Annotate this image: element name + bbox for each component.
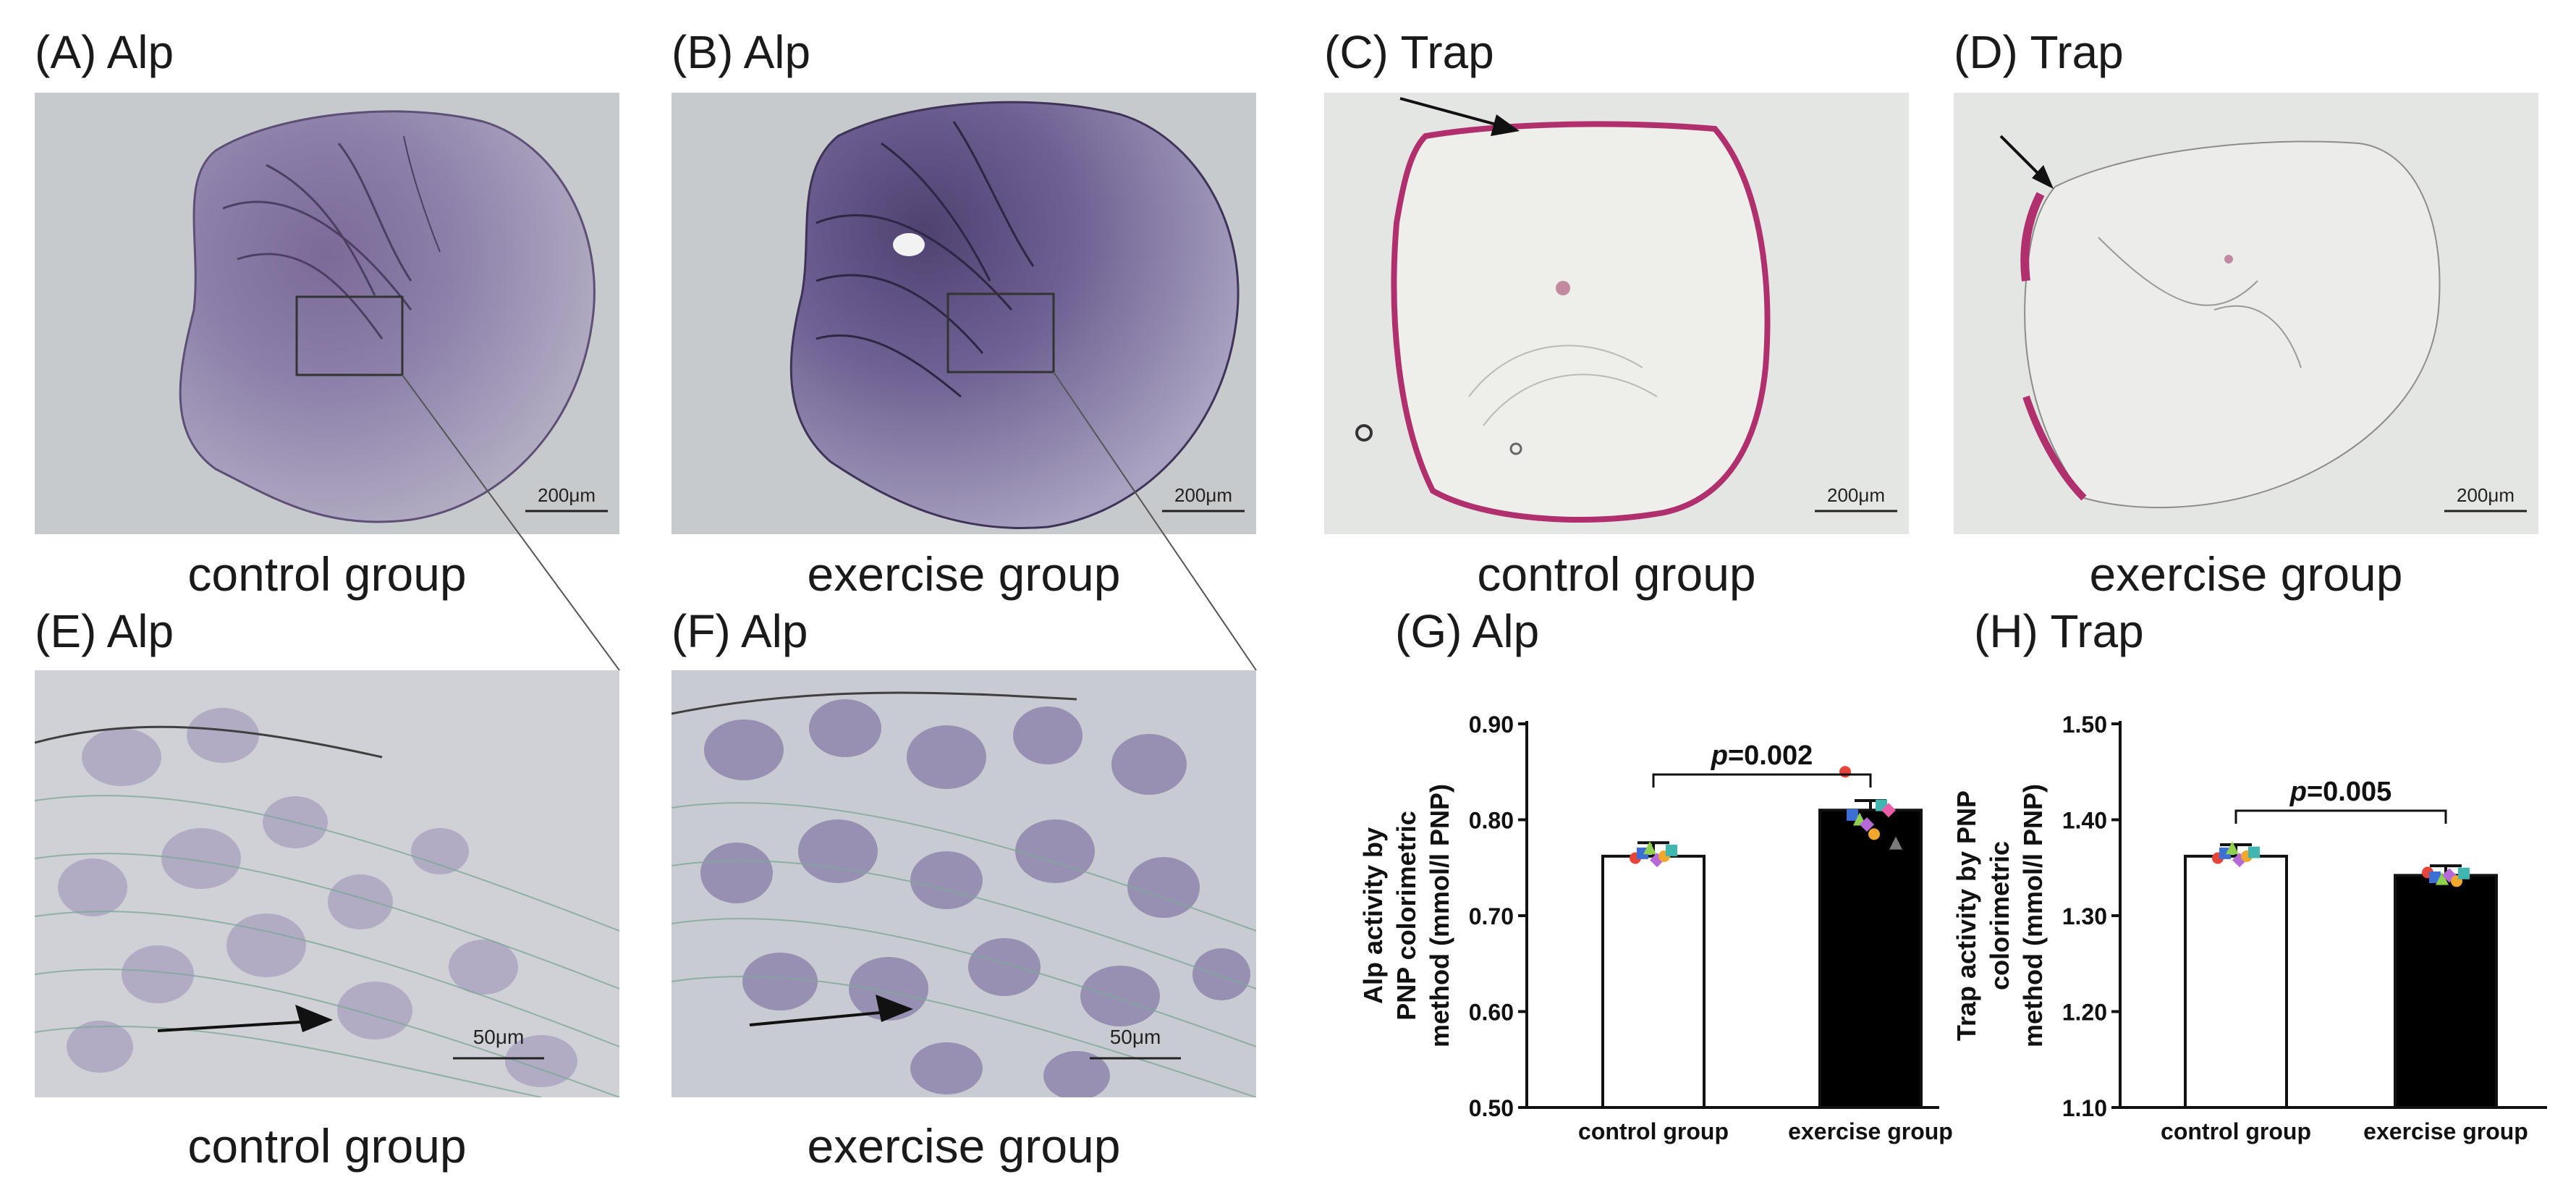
caption-c: control group — [1477, 547, 1756, 601]
data-point — [1881, 803, 1896, 818]
caption-e: control group — [187, 1119, 467, 1173]
data-point — [2429, 872, 2441, 883]
scalebar-label-b: 200μm — [1174, 484, 1232, 506]
bar — [1818, 809, 1923, 1109]
y-tick-label: 0.80 — [1469, 808, 1514, 834]
scalebar-label-c: 200μm — [1827, 484, 1885, 506]
caption-d: exercise group — [2089, 547, 2403, 601]
y-axis-label-line: PNP colorimetric — [1391, 811, 1421, 1020]
panel-label-e: (E) Alp — [35, 605, 174, 657]
y-tick-label: 0.70 — [1469, 903, 1514, 929]
panel-label-d: (D) Trap — [1954, 26, 2124, 78]
inset-box-b — [946, 292, 1055, 374]
micrograph-d: 200μm — [1954, 93, 2538, 534]
micrograph-b: 200μm — [671, 93, 1256, 534]
y-tick-label: 1.20 — [2062, 1000, 2107, 1026]
bar — [1601, 854, 1706, 1109]
data-point — [2458, 867, 2470, 879]
caption-a: control group — [187, 547, 467, 601]
y-tick-label: 0.60 — [1469, 1000, 1514, 1026]
panel-label-b: (B) Alp — [671, 26, 811, 78]
caption-f: exercise group — [807, 1119, 1121, 1173]
y-tick-label: 0.50 — [1469, 1095, 1514, 1121]
chart-g: Alp activity by PNP colorimetric method (m… — [1358, 712, 1953, 1144]
inset-box-a — [295, 295, 404, 376]
data-point — [1847, 809, 1858, 821]
data-point — [1889, 836, 1902, 850]
scalebar-label-f: 50μm — [1110, 1026, 1161, 1048]
panel-label-h: (H) Trap — [1974, 605, 2144, 657]
y-axis-label-line: colorimetric — [1985, 841, 2014, 990]
y-tick-label: 1.10 — [2062, 1095, 2107, 1121]
data-point — [2226, 841, 2239, 855]
caption-b: exercise group — [807, 547, 1121, 601]
scalebar-label-d: 200μm — [2457, 484, 2514, 506]
micrograph-c: 200μm — [1324, 93, 1909, 534]
data-point — [1666, 844, 1677, 856]
significance-bracket — [2234, 809, 2447, 824]
panel-label-c: (C) Trap — [1324, 26, 1494, 78]
micrograph-e: 50μm — [35, 670, 619, 1097]
significance-bracket — [1652, 773, 1872, 788]
y-tick-label: 1.30 — [2062, 903, 2107, 929]
p-value-annotation: p=0.005 — [2289, 777, 2392, 807]
x-tick-label: exercise group — [1788, 1118, 1953, 1144]
y-axis-label-line: Trap activity by PNP — [1952, 790, 1981, 1041]
data-point — [2248, 846, 2260, 858]
panel-label-f: (F) Alp — [671, 605, 808, 657]
data-point — [1868, 828, 1880, 840]
x-tick-label: control group — [2161, 1118, 2311, 1144]
panel-label-g: (G) Alp — [1395, 605, 1540, 657]
panel-label-a: (A) Alp — [35, 26, 174, 78]
y-axis-label-line: method (mmol/l PNP) — [1425, 784, 1454, 1047]
data-point — [2436, 872, 2449, 885]
bar — [2184, 854, 2288, 1109]
y-axis-label-line: Alp activity by — [1358, 827, 1388, 1004]
scalebar-label-e: 50μm — [473, 1026, 525, 1048]
data-point — [1860, 817, 1874, 832]
data-point — [1839, 766, 1851, 778]
y-axis-label-line: method (mmol/l PNP) — [2018, 784, 2048, 1047]
micrograph-a: 200μm — [35, 93, 619, 534]
y-tick-label: 1.40 — [2062, 808, 2107, 834]
bar — [2394, 874, 2498, 1109]
micrograph-f: 50μm — [671, 670, 1256, 1097]
y-tick-label: 1.50 — [2062, 712, 2107, 738]
x-tick-label: control group — [1578, 1118, 1729, 1144]
chart-h: Trap activity by PNP colorimetric method (… — [1952, 712, 2547, 1144]
x-tick-label: exercise group — [2363, 1118, 2528, 1144]
data-point — [1643, 841, 1656, 855]
scalebar-label-a: 200μm — [538, 484, 596, 506]
y-tick-label: 0.90 — [1469, 712, 1514, 738]
p-value-annotation: p=0.002 — [1711, 740, 1813, 771]
